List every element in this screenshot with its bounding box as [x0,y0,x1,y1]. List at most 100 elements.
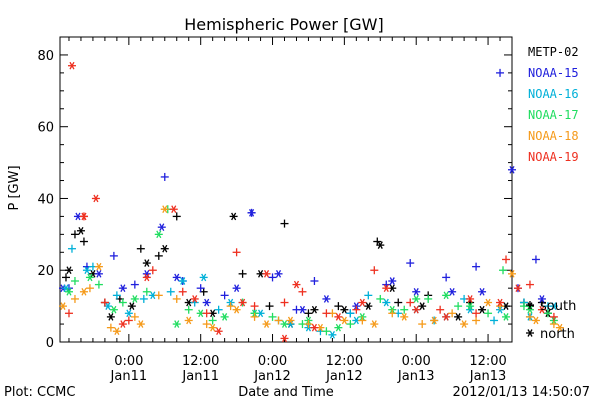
data-point-south-noaa-19 [232,248,241,257]
x-tick-label-time: 0:00 [402,354,431,369]
data-point-south-noaa-17 [70,277,79,285]
data-point-north-noaa-16 [124,309,133,318]
data-point-north-noaa-15 [274,270,283,278]
data-point-north-noaa-19 [79,212,88,221]
data-point-north-noaa-18 [112,327,121,336]
data-point-south-noaa-19 [549,312,558,321]
data-point-north-noaa-16 [328,331,337,339]
data-point-south-noaa-17 [424,294,433,303]
data-point-north-noaa-19 [280,334,289,343]
data-point-south-noaa-15 [472,262,481,271]
x-tick-label-date: Jan11 [110,369,148,384]
legend-entry-noaa-15: NOAA-15 [528,66,579,80]
data-point-south-noaa-18 [130,312,139,321]
data-point-north-metp-02 [310,305,319,314]
data-point-south-noaa-19 [124,316,133,325]
data-point-north-noaa-15 [478,287,487,296]
data-point-north-noaa-15 [247,209,256,217]
data-point-north-noaa-19 [513,284,522,292]
data-point-north-noaa-18 [508,270,516,278]
data-point-south-noaa-19 [525,280,534,289]
data-point-north-noaa-16 [82,266,91,275]
data-point-north-noaa-17 [64,287,73,296]
data-points [58,61,564,343]
marker-legend-label: south [540,299,576,314]
data-point-north-noaa-15 [537,295,546,303]
data-point-north-metp-02 [106,313,115,321]
data-point-south-noaa-16 [214,305,223,314]
data-point-south-noaa-19 [148,266,157,275]
data-point-north-noaa-17 [525,305,534,314]
data-point-north-noaa-19 [214,327,223,336]
marker-legend: south north [526,299,576,342]
data-point-north-noaa-19 [67,61,76,70]
data-point-north-noaa-19 [91,194,100,203]
data-point-south-noaa-18 [70,294,79,303]
x-tick-label-time: 0:00 [258,354,287,369]
x-tick-label-date: Jan13 [397,369,435,384]
data-point-north-noaa-15 [157,223,166,231]
data-point-south-metp-02 [172,212,181,221]
data-point-north-noaa-16 [549,302,558,310]
data-point-north-noaa-19 [496,298,505,307]
data-point-north-noaa-17 [109,305,118,314]
data-point-south-metp-02 [70,230,79,239]
data-point-north-metp-02 [418,302,427,310]
x-axis-label: Date and Time [238,385,334,400]
data-point-north-noaa-16 [199,273,208,282]
data-point-north-noaa-18 [340,316,349,325]
data-point-south-noaa-15 [310,277,319,285]
footer-plot-credit: Plot: CCMC [4,385,75,400]
data-point-south-noaa-19 [202,309,211,318]
data-point-north-noaa-15 [448,287,457,296]
data-point-south-noaa-19 [352,305,361,314]
x-tick-label-date: Jan12 [325,369,363,384]
data-point-south-metp-02 [265,302,274,311]
data-point-north-noaa-19 [142,273,151,282]
data-point-north-metp-02 [142,259,151,267]
data-point-south-noaa-15 [531,255,540,264]
data-point-south-noaa-16 [364,291,373,300]
y-tick-label: 80 [37,49,54,64]
data-point-south-metp-02 [61,273,70,282]
data-point-south-noaa-18 [304,320,313,329]
data-point-north-noaa-15 [508,165,516,174]
data-point-south-noaa-17 [346,320,355,329]
data-point-north-noaa-17 [220,313,229,321]
data-point-north-noaa-19 [358,298,367,307]
x-tick-label-date: Jan11 [181,369,219,384]
data-point-north-noaa-17 [172,320,181,328]
data-point-south-metp-02 [79,237,88,246]
legend: METP-02 NOAA-15 NOAA-16 NOAA-17 NOAA-18 NOAA-… [528,45,579,164]
data-point-south-noaa-15 [268,273,277,282]
legend-entry-noaa-17: NOAA-17 [528,108,579,122]
data-point-south-metp-02 [373,237,382,246]
data-point-north-noaa-19 [310,323,319,332]
data-point-north-noaa-17 [502,313,511,321]
data-point-north-noaa-19 [292,280,301,289]
data-point-south-noaa-18 [154,291,163,300]
data-point-south-noaa-17 [268,312,277,321]
data-point-south-noaa-15 [220,291,229,300]
data-point-south-noaa-19 [280,298,289,307]
data-point-south-noaa-18 [472,316,481,325]
data-point-south-noaa-16 [346,309,355,318]
y-tick-label: 0 [46,336,54,351]
data-point-north-noaa-18 [79,287,88,296]
data-point-south-noaa-19 [250,302,259,311]
data-point-north-noaa-18 [232,305,241,314]
data-point-south-noaa-15 [109,251,118,260]
data-point-south-noaa-16 [490,316,499,325]
y-axis-label: P [GW] [7,165,22,210]
x-tick-label-time: 12:00 [182,354,219,369]
data-point-south-noaa-18 [274,316,283,325]
data-point-north-noaa-15 [232,284,241,292]
data-point-north-noaa-16 [382,298,391,307]
data-point-south-noaa-18 [525,312,534,321]
data-point-north-noaa-15 [172,273,181,282]
data-point-north-noaa-19 [334,313,343,321]
y-tick-label: 60 [37,121,54,136]
data-point-south-metp-02 [280,219,289,228]
chart-title: Hemispheric Power [GW] [184,15,383,34]
data-point-north-noaa-18 [531,316,540,325]
